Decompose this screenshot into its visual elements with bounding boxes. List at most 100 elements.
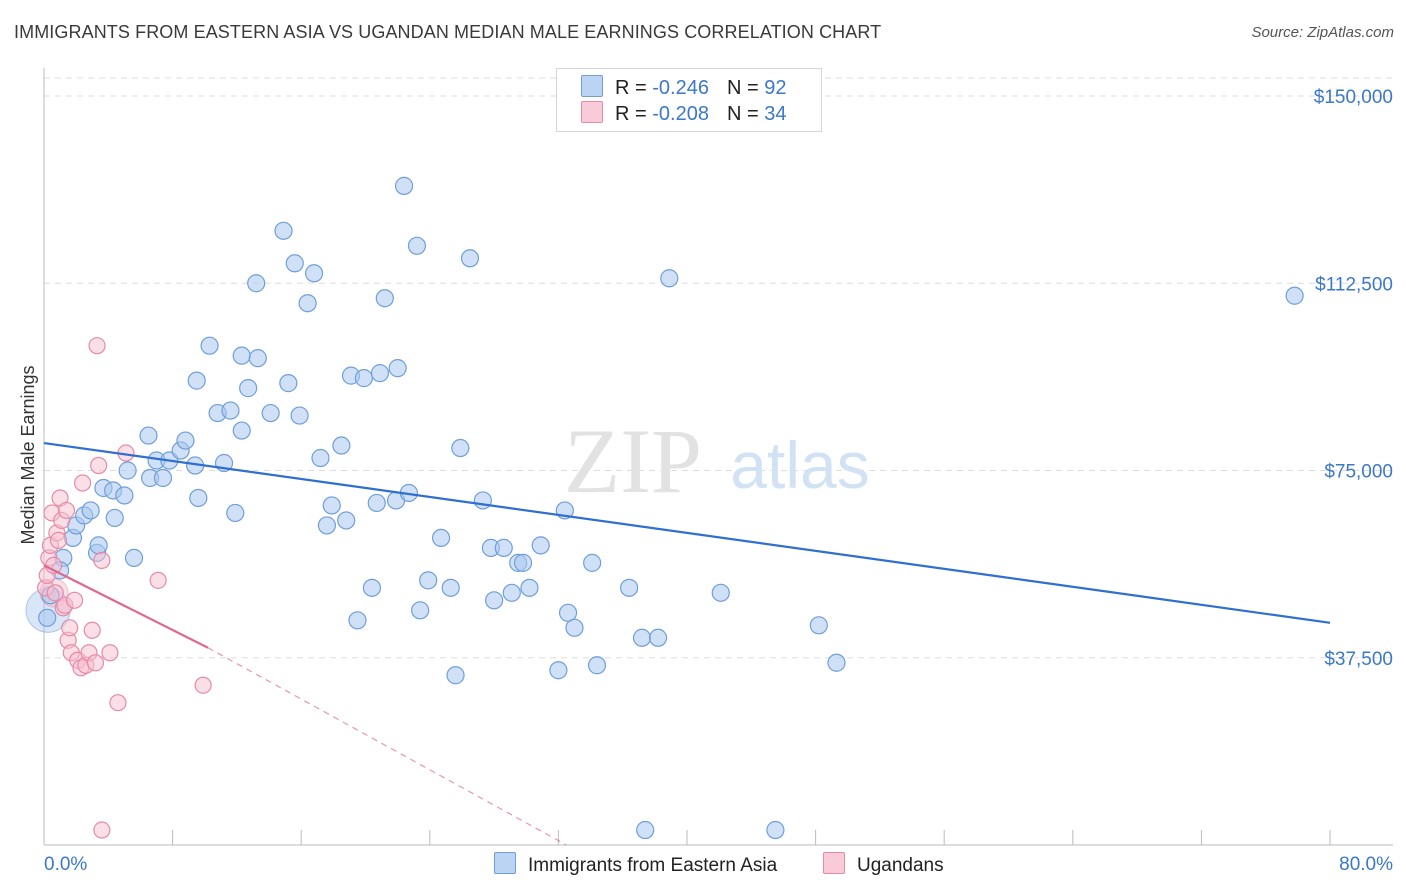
point-eastern-asia bbox=[153, 468, 173, 488]
legend-r-label: R = bbox=[615, 103, 653, 125]
point-ugandans bbox=[93, 821, 111, 839]
legend-swatch-pink bbox=[581, 101, 603, 123]
point-eastern-asia bbox=[317, 516, 337, 535]
point-ugandans bbox=[83, 621, 101, 639]
point-eastern-asia bbox=[531, 536, 550, 555]
point-eastern-asia bbox=[558, 603, 578, 622]
point-eastern-asia bbox=[348, 611, 367, 630]
point-eastern-asia bbox=[279, 374, 298, 393]
point-eastern-asia bbox=[636, 820, 655, 840]
point-eastern-asia bbox=[431, 528, 451, 548]
y-tick-label: $112,500 bbox=[1315, 274, 1393, 295]
point-ugandans bbox=[90, 456, 108, 475]
point-eastern-asia bbox=[304, 264, 324, 283]
legend-label: Ugandans bbox=[857, 855, 944, 876]
legend-row-ugandans: R = -0.208 N = 34 bbox=[581, 101, 786, 127]
point-eastern-asia bbox=[176, 431, 195, 450]
legend-n-value: 34 bbox=[764, 103, 787, 125]
trend-line-eastern-asia bbox=[43, 441, 1331, 624]
point-eastern-asia bbox=[322, 496, 341, 515]
point-eastern-asia bbox=[494, 538, 513, 557]
point-eastern-asia bbox=[285, 254, 304, 273]
y-axis-label: Median Male Earnings bbox=[18, 365, 38, 544]
point-eastern-asia bbox=[81, 501, 100, 520]
point-eastern-asia bbox=[362, 578, 382, 597]
point-ugandans bbox=[109, 694, 127, 712]
point-eastern-asia bbox=[200, 336, 219, 355]
point-eastern-asia bbox=[232, 421, 251, 440]
watermark-zip: ZIP bbox=[564, 410, 702, 512]
point-ugandans bbox=[49, 531, 68, 550]
point-eastern-asia bbox=[485, 591, 504, 610]
point-eastern-asia bbox=[711, 583, 730, 602]
point-eastern-asia bbox=[375, 289, 394, 308]
point-ugandans bbox=[93, 551, 111, 569]
legend-r-value: -0.208 bbox=[652, 103, 709, 125]
point-ugandans bbox=[73, 474, 92, 492]
point-eastern-asia bbox=[411, 601, 430, 620]
point-eastern-asia bbox=[407, 236, 427, 255]
point-eastern-asia bbox=[354, 369, 373, 388]
bottom-legend-eastern-asia: Immigrants from Eastern Asia bbox=[494, 852, 777, 877]
point-eastern-asia bbox=[89, 536, 108, 555]
point-eastern-asia bbox=[451, 438, 470, 458]
point-eastern-asia bbox=[502, 583, 521, 602]
trend-line-ugandans bbox=[43, 564, 209, 649]
legend-n-value: 92 bbox=[764, 77, 787, 99]
point-eastern-asia bbox=[105, 508, 124, 528]
point-eastern-asia bbox=[809, 616, 828, 635]
point-ugandans bbox=[194, 676, 212, 694]
y-tick-label: $75,000 bbox=[1324, 462, 1393, 483]
source-note: Source: ZipAtlas.com bbox=[1251, 24, 1394, 41]
bottom-legend-ugandans: Ugandans bbox=[823, 852, 944, 877]
legend-swatch-blue bbox=[494, 852, 516, 874]
axes bbox=[43, 68, 1393, 846]
point-eastern-asia bbox=[513, 553, 533, 572]
point-eastern-asia bbox=[1285, 286, 1304, 305]
point-eastern-asia bbox=[248, 349, 267, 368]
point-ugandans bbox=[88, 337, 106, 355]
point-eastern-asia bbox=[290, 406, 309, 425]
point-eastern-asia bbox=[226, 503, 245, 523]
x-tick-min: 0.0% bbox=[44, 854, 87, 875]
legend-n-label: N = bbox=[726, 103, 765, 125]
stats-legend: R = -0.246 N = 92 R = -0.208 N = 34 bbox=[556, 68, 822, 132]
data-points bbox=[25, 176, 1304, 840]
point-eastern-asia bbox=[441, 578, 460, 597]
point-eastern-asia bbox=[648, 628, 668, 647]
point-eastern-asia bbox=[139, 426, 158, 445]
point-eastern-asia bbox=[247, 274, 266, 293]
point-ugandans bbox=[46, 584, 64, 602]
point-eastern-asia bbox=[189, 488, 208, 508]
point-eastern-asia bbox=[239, 379, 258, 398]
point-eastern-asia bbox=[38, 608, 57, 627]
legend-n-label: N = bbox=[726, 77, 765, 99]
trend-extension-ugandans bbox=[207, 647, 567, 846]
point-eastern-asia bbox=[274, 221, 293, 240]
y-tick-label: $150,000 bbox=[1314, 87, 1393, 108]
trend-lines bbox=[43, 441, 1331, 846]
point-eastern-asia bbox=[419, 571, 438, 590]
y-tick-labels: $37,500 $75,000 $112,500 $150,000 bbox=[1314, 87, 1393, 670]
point-eastern-asia bbox=[221, 401, 240, 420]
point-eastern-asia bbox=[394, 176, 414, 195]
legend-r-label: R = bbox=[615, 77, 653, 99]
watermark-atlas: atlas bbox=[730, 428, 869, 502]
point-eastern-asia bbox=[766, 820, 785, 840]
chart-title: IMMIGRANTS FROM EASTERN ASIA VS UGANDAN … bbox=[14, 22, 882, 42]
legend-swatch-pink bbox=[823, 852, 845, 874]
point-eastern-asia bbox=[473, 491, 492, 510]
point-eastern-asia bbox=[298, 294, 317, 313]
point-eastern-asia bbox=[124, 548, 144, 567]
point-eastern-asia bbox=[370, 364, 390, 383]
legend-label: Immigrants from Eastern Asia bbox=[528, 855, 778, 876]
point-ugandans bbox=[149, 571, 167, 589]
y-tick-label: $37,500 bbox=[1324, 649, 1393, 670]
point-eastern-asia bbox=[187, 371, 206, 390]
point-eastern-asia bbox=[827, 653, 846, 672]
point-eastern-asia bbox=[460, 249, 480, 268]
point-ugandans bbox=[86, 654, 105, 672]
point-eastern-asia bbox=[565, 618, 584, 637]
point-eastern-asia bbox=[232, 346, 251, 365]
